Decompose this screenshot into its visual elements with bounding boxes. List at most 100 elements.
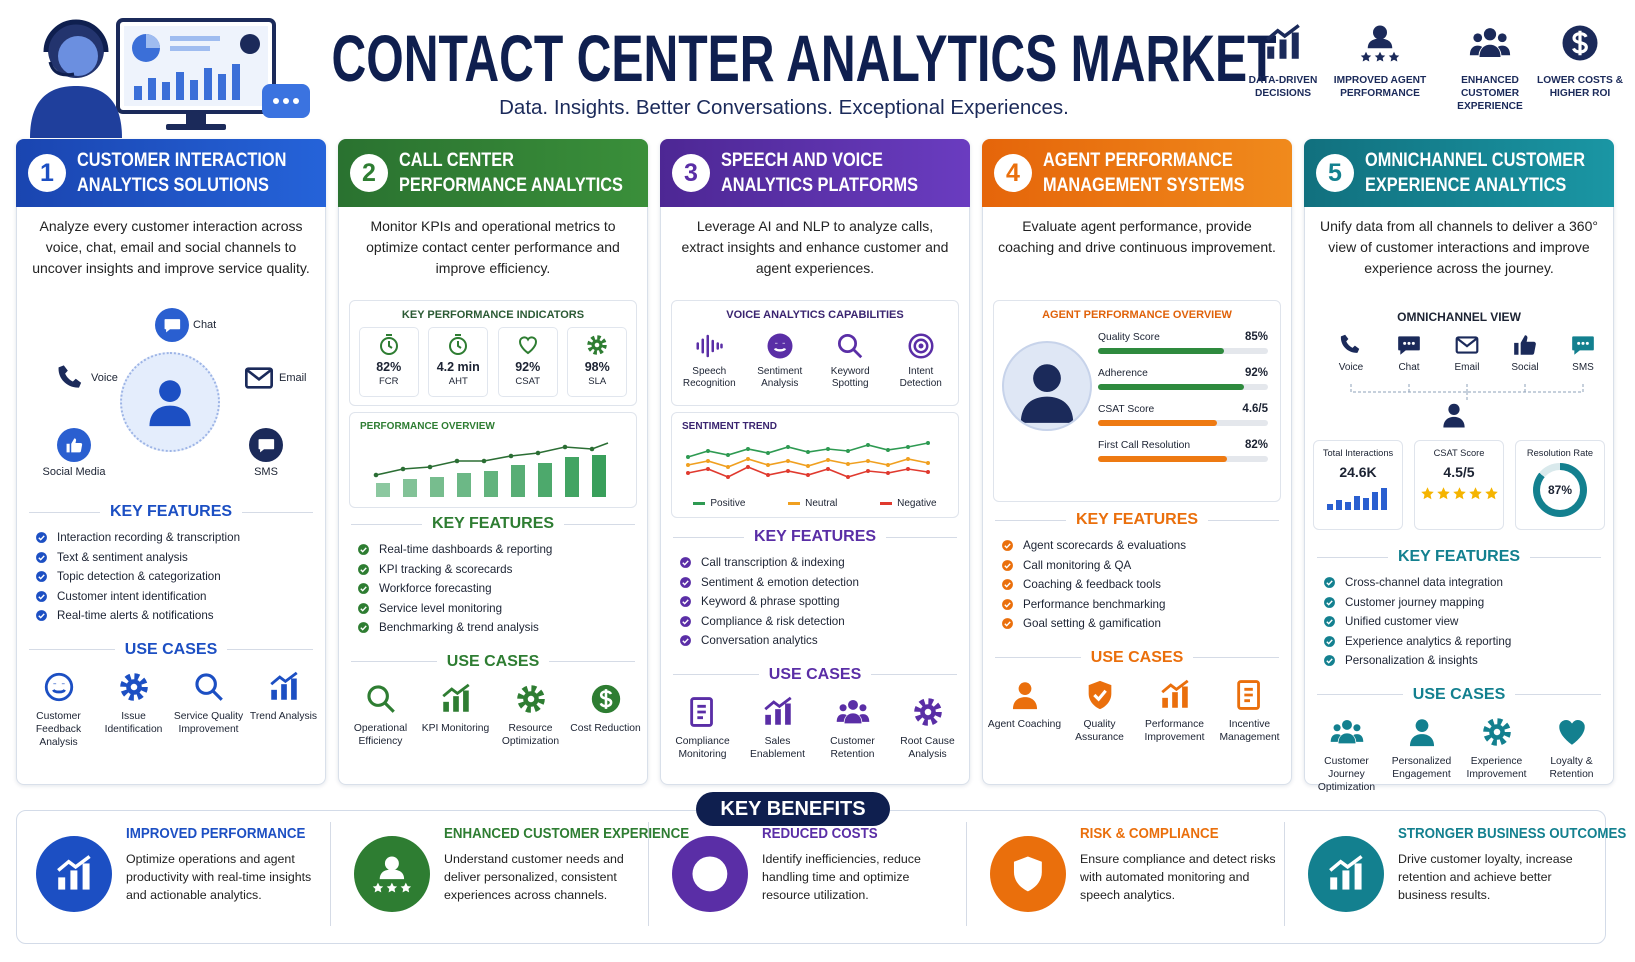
feature: Cross-channel data integration bbox=[1323, 573, 1605, 593]
icon-part bbox=[836, 699, 869, 723]
icon-part bbox=[1327, 488, 1387, 510]
icon-part bbox=[1267, 32, 1299, 59]
icon bbox=[1001, 539, 1014, 552]
metric-bar bbox=[1098, 348, 1224, 354]
icon-part bbox=[599, 688, 612, 709]
metric-value: 82% bbox=[1244, 439, 1268, 451]
icon bbox=[55, 362, 87, 394]
icon-part bbox=[1581, 341, 1585, 345]
icon-part bbox=[454, 458, 460, 464]
rule bbox=[29, 649, 115, 650]
icon-part bbox=[358, 563, 369, 575]
icon-part bbox=[1002, 618, 1013, 630]
metric: CSAT Score 4.6/5 bbox=[1098, 403, 1268, 426]
icon-part bbox=[174, 322, 177, 325]
icon-part bbox=[358, 622, 369, 634]
icon-part bbox=[587, 335, 607, 355]
icon-part bbox=[1330, 719, 1363, 743]
feature: Customer journey mapping bbox=[1323, 593, 1605, 613]
icon-part bbox=[1558, 719, 1585, 745]
icon-part bbox=[1354, 863, 1362, 890]
donut-hole: 87% bbox=[1540, 470, 1580, 510]
channel: Social Media bbox=[43, 428, 105, 478]
icon-part bbox=[1473, 33, 1483, 43]
icon-part bbox=[1452, 487, 1466, 500]
icon bbox=[35, 609, 48, 622]
icon-part bbox=[594, 342, 600, 348]
icon-part bbox=[149, 380, 191, 427]
icon-part bbox=[1373, 25, 1387, 40]
chart-box: PERFORMANCE OVERVIEW bbox=[349, 412, 637, 508]
icon-part bbox=[176, 72, 184, 100]
rule bbox=[995, 519, 1066, 521]
icon-part bbox=[245, 367, 273, 389]
use-case: Customer Retention bbox=[816, 695, 890, 761]
icon bbox=[765, 331, 795, 361]
icon-part bbox=[1420, 487, 1434, 500]
use-case-label: KPI Monitoring bbox=[421, 722, 490, 734]
chart-title: PERFORMANCE OVERVIEW bbox=[360, 421, 495, 432]
use-case-label: Quality Assurance bbox=[1075, 718, 1124, 743]
icon-part bbox=[1340, 334, 1360, 353]
icon-part bbox=[484, 471, 498, 497]
features: Interaction recording & transcription Tex… bbox=[35, 528, 317, 626]
icon-part bbox=[1342, 870, 1350, 890]
icon bbox=[377, 333, 401, 357]
features: Agent scorecards & evaluations Call monit… bbox=[1001, 536, 1283, 634]
feature-text: Coaching & feedback tools bbox=[1023, 578, 1161, 592]
icon bbox=[1010, 355, 1084, 429]
kpi-value: 4.2 min bbox=[436, 360, 480, 374]
capability-label: Sentiment Analysis bbox=[757, 366, 803, 389]
channel-label: SMS bbox=[254, 466, 278, 478]
use-case-label: Loyalty & Retention bbox=[1549, 755, 1594, 780]
icon-part bbox=[1514, 335, 1536, 355]
headset-mic bbox=[48, 61, 75, 77]
use-cases: Operational Efficiency KPI Monitoring Reso… bbox=[343, 682, 643, 748]
feature-text: Performance benchmarking bbox=[1023, 597, 1166, 611]
icon-part bbox=[680, 596, 691, 608]
icon-part bbox=[1415, 718, 1428, 732]
features-heading-text: KEY FEATURES bbox=[109, 503, 233, 520]
legend-item: Positive bbox=[693, 498, 745, 509]
icon-part bbox=[269, 671, 298, 685]
channel: Voice bbox=[55, 362, 118, 394]
icon-part bbox=[1002, 579, 1013, 591]
icon-part bbox=[162, 82, 170, 100]
use-case-label: Operational Efficiency bbox=[353, 722, 408, 747]
use-case: Experience Improvement bbox=[1460, 715, 1534, 794]
use-case: Sales Enablement bbox=[741, 695, 815, 761]
icon-part bbox=[119, 672, 148, 701]
icon-part bbox=[1455, 336, 1479, 354]
screen-line bbox=[170, 36, 220, 41]
feature-text: Service level monitoring bbox=[379, 601, 503, 615]
feature-text: Keyword & phrase spotting bbox=[701, 595, 840, 609]
icon-part bbox=[706, 467, 710, 471]
feature: Call monitoring & QA bbox=[1001, 556, 1283, 576]
stat-value: 87% bbox=[1547, 483, 1573, 497]
use-case-label: Performance Improvement bbox=[1144, 718, 1205, 743]
feature: Unified customer view bbox=[1323, 612, 1605, 632]
icon-part bbox=[826, 467, 830, 471]
icon-part bbox=[1171, 691, 1178, 708]
icon bbox=[1001, 617, 1014, 630]
feature-text: Customer journey mapping bbox=[1345, 595, 1485, 609]
rule bbox=[351, 661, 437, 662]
capability: Keyword Spotting bbox=[816, 331, 884, 390]
legend-item: Negative bbox=[880, 498, 937, 509]
icon bbox=[42, 670, 76, 704]
use-case-label: Cost Reduction bbox=[570, 722, 641, 734]
icon bbox=[35, 590, 48, 603]
icon-part bbox=[1330, 877, 1338, 890]
legend-label: Neutral bbox=[805, 498, 838, 509]
icon-part bbox=[358, 544, 369, 556]
icon-part bbox=[746, 457, 750, 461]
metric-row: Quality Score 85% bbox=[1098, 331, 1268, 343]
capability-label: Keyword Spotting bbox=[830, 366, 870, 389]
icon-part bbox=[908, 333, 934, 359]
metric-value: 92% bbox=[1244, 367, 1268, 379]
icon-part bbox=[82, 863, 90, 890]
rule bbox=[1208, 519, 1279, 521]
channel: Chat bbox=[1383, 332, 1435, 373]
feature: Sentiment & emotion detection bbox=[679, 573, 961, 593]
icon-part bbox=[1409, 733, 1434, 746]
